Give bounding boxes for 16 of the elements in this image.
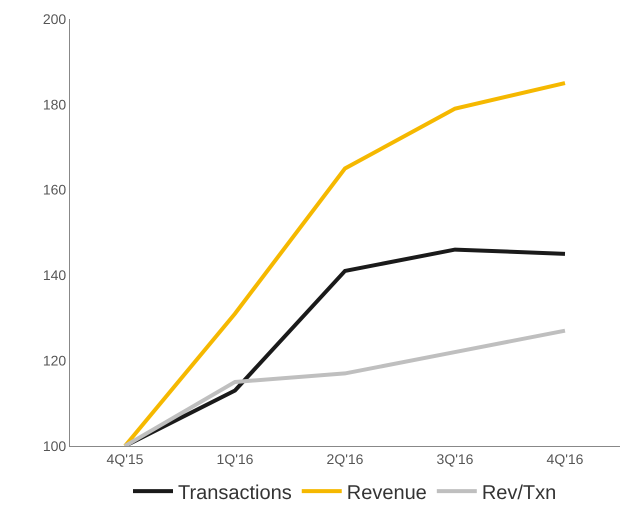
legend-label: Revenue: [346, 482, 427, 504]
legend-label: Rev/Txn: [482, 482, 556, 504]
x-tick-label: 4Q'15: [106, 450, 144, 467]
y-tick-label: 180: [42, 96, 66, 112]
x-tick-label: 3Q'16: [436, 450, 474, 467]
legend-label: Transactions: [178, 482, 292, 504]
line-series: [123, 328, 567, 446]
y-tick-label: 120: [42, 352, 66, 368]
line-series: [123, 81, 567, 446]
y-tick-label: 160: [42, 182, 66, 198]
x-tick-label: 4Q'16: [546, 450, 584, 467]
x-tick-label: 1Q'16: [216, 450, 254, 467]
x-tick-label: 2Q'16: [326, 450, 364, 467]
y-tick-label: 140: [42, 267, 66, 284]
y-tick-label: 100: [42, 438, 66, 454]
y-tick-label: 200: [42, 10, 66, 27]
